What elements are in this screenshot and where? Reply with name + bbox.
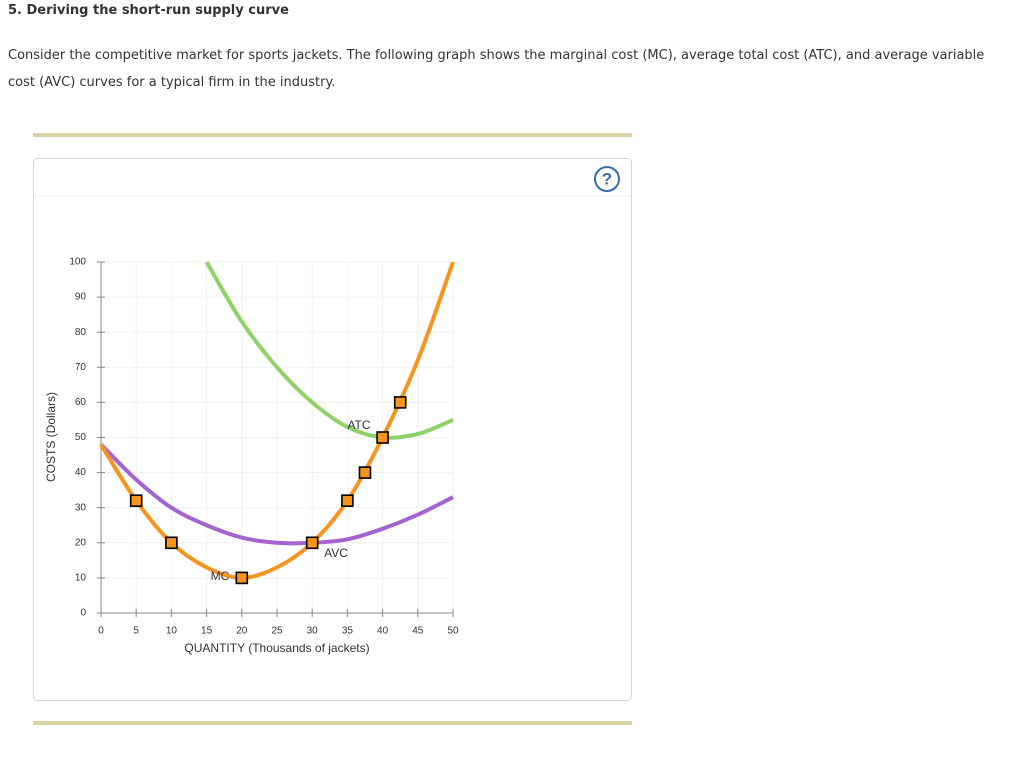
point-marker bbox=[129, 494, 143, 507]
x-tick-label: 40 bbox=[377, 626, 389, 637]
x-tick-label: 30 bbox=[307, 626, 319, 637]
graph-panel bbox=[33, 158, 632, 701]
y-tick-label: 40 bbox=[75, 467, 87, 478]
point-marker bbox=[341, 494, 354, 507]
x-tick-label: 35 bbox=[342, 626, 354, 637]
y-tick-label: 70 bbox=[75, 362, 87, 373]
y-tick-label: 100 bbox=[69, 257, 86, 268]
curve bbox=[99, 261, 455, 580]
y-tick-label: 90 bbox=[75, 292, 87, 303]
x-tick-label: 10 bbox=[166, 626, 178, 637]
x-tick-label: 50 bbox=[447, 626, 459, 637]
y-tick-label: 10 bbox=[75, 573, 87, 584]
x-tick-label: 5 bbox=[133, 626, 139, 637]
x-tick-label: 45 bbox=[412, 626, 424, 637]
x-tick-label: 20 bbox=[236, 626, 248, 637]
point-marker bbox=[305, 536, 319, 550]
y-tick-label: 80 bbox=[75, 327, 87, 338]
point-marker bbox=[358, 466, 372, 479]
point-marker bbox=[376, 431, 389, 444]
x-axis-label: QUANTITY (Thousands of jackets) bbox=[184, 641, 369, 655]
help-button[interactable]: ? bbox=[594, 166, 620, 192]
curve bbox=[204, 260, 454, 440]
curve-label: AVC bbox=[324, 546, 348, 560]
divider bbox=[33, 133, 632, 137]
question-text: Consider the competitive market for spor… bbox=[8, 48, 985, 90]
y-tick-label: 20 bbox=[75, 537, 87, 548]
x-tick-label: 0 bbox=[98, 626, 104, 637]
x-tick-label: 15 bbox=[201, 626, 213, 637]
x-tick-label: 25 bbox=[271, 626, 283, 637]
point-marker bbox=[235, 571, 249, 585]
curve-label: ATC bbox=[347, 418, 370, 432]
curve-label: MC bbox=[211, 569, 230, 583]
question-title: 5. Deriving the short-run supply curve bbox=[8, 3, 289, 18]
y-tick-label: 50 bbox=[75, 432, 87, 443]
help-circle[interactable] bbox=[594, 166, 620, 192]
curve bbox=[99, 443, 454, 546]
y-tick-label: 60 bbox=[75, 397, 87, 408]
point-marker bbox=[393, 396, 407, 409]
divider bbox=[33, 721, 632, 725]
y-tick-label: 30 bbox=[75, 502, 87, 513]
help-icon[interactable]: ? bbox=[602, 169, 612, 188]
point-marker bbox=[165, 536, 178, 550]
y-tick-label: 0 bbox=[80, 608, 86, 619]
y-axis-label: COSTS (Dollars) bbox=[44, 392, 58, 482]
